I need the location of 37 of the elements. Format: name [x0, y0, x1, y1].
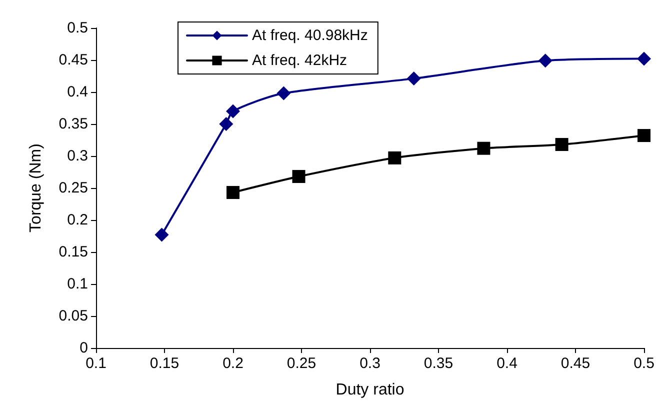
point [538, 54, 552, 68]
x-tick-label: 0.15 [150, 355, 180, 372]
point [637, 52, 651, 66]
y-tick-label: 0.25 [58, 180, 88, 196]
point [388, 151, 402, 164]
x-tick-label: 0.25 [286, 355, 316, 372]
x-tick-label: 0.4 [496, 355, 518, 372]
y-tick-label: 0.35 [58, 116, 88, 132]
point [292, 170, 306, 183]
y-tick-label: 0.1 [67, 276, 88, 292]
x-tick-label: 0.45 [560, 355, 590, 372]
x-tick-label: 0.3 [360, 355, 380, 372]
y-axis-title: Torque (Nm) [28, 144, 44, 232]
y-tick-label: 0.45 [58, 52, 88, 68]
legend-label: At freq. 40.98kHz [252, 27, 368, 44]
x-tick-label: 0.2 [222, 355, 244, 372]
point [638, 129, 650, 142]
point [555, 138, 568, 151]
y-tick-label: 0.15 [58, 244, 88, 260]
point [406, 72, 421, 86]
point [226, 104, 240, 118]
point [276, 86, 291, 100]
x-tick-label: 0.5 [634, 355, 654, 372]
y-tick-label: 0.2 [67, 212, 88, 228]
x-axis-title: Duty ratio [336, 382, 404, 398]
x-tick-label: 0.1 [86, 355, 106, 372]
y-tick-label: 0 [80, 340, 88, 356]
y-tick-label: 0.4 [67, 84, 88, 100]
y-tick-label: 0.3 [67, 148, 88, 164]
y-tick-label: 0.5 [67, 20, 88, 36]
y-tick-label: 0.05 [58, 308, 88, 324]
point [226, 186, 240, 199]
point [219, 117, 234, 131]
x-tick-label: 0.35 [424, 355, 454, 372]
point [154, 228, 169, 242]
legend-label: At freq. 42kHz [252, 52, 348, 69]
point [477, 142, 490, 155]
